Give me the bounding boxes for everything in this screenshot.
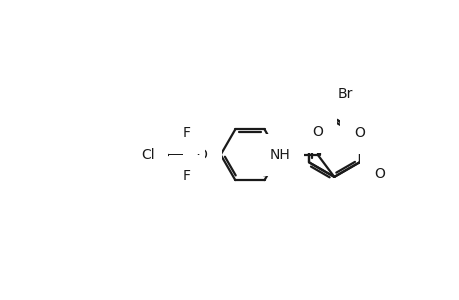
Text: O: O: [196, 148, 207, 162]
Text: O: O: [353, 126, 364, 140]
Text: Cl: Cl: [140, 148, 154, 162]
Text: O: O: [312, 124, 322, 139]
Text: NH: NH: [269, 148, 289, 162]
Text: F: F: [182, 169, 190, 183]
Text: Br: Br: [336, 87, 352, 101]
Text: F: F: [182, 126, 190, 140]
Text: O: O: [374, 167, 384, 181]
